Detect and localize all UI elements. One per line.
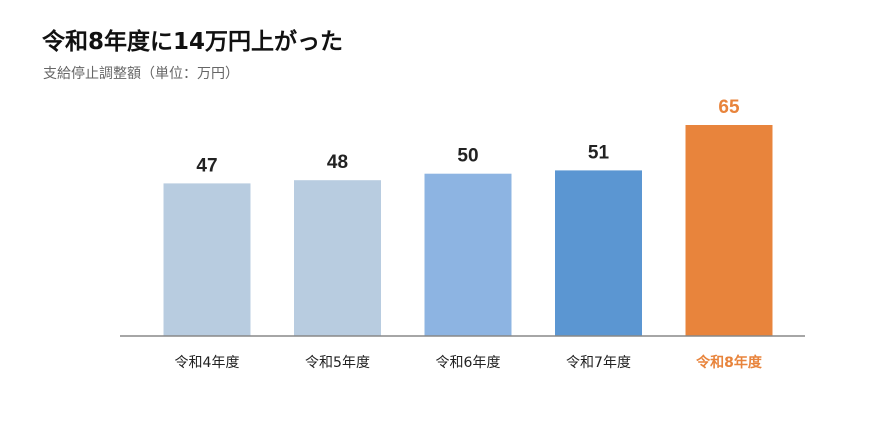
bar-value-label: 65 <box>718 97 740 118</box>
bar-1 <box>163 183 251 336</box>
chart-title: 令和8年度に14万円上がった <box>42 29 344 55</box>
bar-value-label: 48 <box>327 152 348 173</box>
category-label: 令和7年度 <box>566 355 631 371</box>
bar-value-label: 47 <box>196 155 217 176</box>
category-label: 令和5年度 <box>305 355 370 371</box>
category-label: 令和6年度 <box>436 355 501 371</box>
bar-value-label: 51 <box>588 142 610 163</box>
chart-subtitle: 支給停止調整額（単位：万円） <box>43 66 239 82</box>
bar-3 <box>424 173 512 336</box>
category-label: 令和4年度 <box>175 355 240 371</box>
bar-2 <box>294 180 381 336</box>
category-label: 令和8年度 <box>695 354 763 371</box>
bar-value-label: 50 <box>457 146 478 167</box>
bar-4 <box>555 170 642 336</box>
bar-5 <box>685 125 773 336</box>
